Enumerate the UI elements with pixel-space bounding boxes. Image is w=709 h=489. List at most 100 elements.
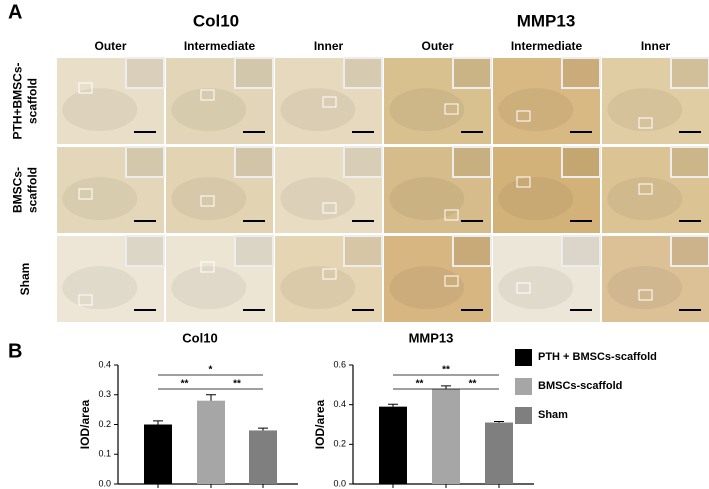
roi-box xyxy=(516,176,531,188)
row-label: PTH+BMSCs- xyxy=(11,62,25,139)
inset xyxy=(452,235,492,267)
bar xyxy=(144,424,172,484)
tissue-texture xyxy=(62,266,138,310)
tissue-texture xyxy=(171,266,247,310)
tissue-texture xyxy=(607,177,683,221)
error-bar xyxy=(206,394,216,401)
tissue-texture xyxy=(389,88,465,132)
roi-box xyxy=(78,188,93,200)
tissue-texture xyxy=(607,266,683,310)
legend-swatch xyxy=(515,407,532,424)
roi-box xyxy=(516,282,531,294)
inset xyxy=(343,235,383,267)
inset xyxy=(670,57,709,89)
tissue-texture xyxy=(280,88,356,132)
tissue-texture xyxy=(389,266,465,310)
tissue-texture xyxy=(62,177,138,221)
roi-box xyxy=(638,183,653,195)
tissue-texture xyxy=(62,88,138,132)
tissue-texture xyxy=(498,266,574,310)
inset xyxy=(561,146,601,178)
column-label: Outer xyxy=(421,39,453,53)
panel-label: A xyxy=(8,1,22,23)
tissue-texture xyxy=(498,88,574,132)
roi-box xyxy=(200,89,215,101)
significance-label: * xyxy=(209,365,213,376)
error-bar xyxy=(258,427,268,431)
bar xyxy=(249,430,277,484)
row-label: Sham xyxy=(18,263,32,296)
tissue-texture xyxy=(498,177,574,221)
row-label: scaffold xyxy=(26,167,40,213)
y-axis-label: IOD/area xyxy=(78,399,92,449)
roi-box xyxy=(200,195,215,207)
tissue-texture xyxy=(607,88,683,132)
chart-title: Col10 xyxy=(182,330,217,345)
y-tick-label: 0.4 xyxy=(333,399,346,409)
inset xyxy=(125,235,165,267)
y-tick-label: 0.1 xyxy=(98,449,111,459)
inset xyxy=(452,57,492,89)
column-label: Intermediate xyxy=(184,39,256,53)
y-tick-label: 0.2 xyxy=(333,439,346,449)
group-title: Col10 xyxy=(193,11,239,30)
group-title: MMP13 xyxy=(517,11,576,30)
significance-label: ** xyxy=(469,379,477,390)
panel-label: B xyxy=(8,340,22,362)
legend-label: PTH + BMSCs-scaffold xyxy=(538,351,657,363)
inset xyxy=(452,146,492,178)
legend-swatch xyxy=(515,349,532,366)
y-tick-label: 0.4 xyxy=(98,359,111,369)
row-label: scaffold xyxy=(26,78,40,124)
error-bar xyxy=(153,420,163,425)
bar xyxy=(432,388,460,484)
column-label: Intermediate xyxy=(511,39,583,53)
inset xyxy=(561,57,601,89)
roi-box xyxy=(322,268,337,280)
y-tick-label: 0.6 xyxy=(333,359,346,369)
error-bar xyxy=(388,403,398,407)
significance-label: ** xyxy=(181,379,189,390)
legend-swatch xyxy=(515,378,532,395)
y-tick-label: 0.3 xyxy=(98,389,111,399)
inset xyxy=(670,235,709,267)
inset xyxy=(670,146,709,178)
column-label: Outer xyxy=(94,39,126,53)
tissue-texture xyxy=(280,266,356,310)
column-label: Inner xyxy=(641,39,671,53)
roi-box xyxy=(322,202,337,214)
tissue-texture xyxy=(171,88,247,132)
inset xyxy=(125,146,165,178)
inset xyxy=(234,57,274,89)
inset xyxy=(234,146,274,178)
bar xyxy=(379,406,407,484)
legend-label: BMSCs-scaffold xyxy=(538,380,622,392)
roi-box xyxy=(322,96,337,108)
tissue-texture xyxy=(280,177,356,221)
inset xyxy=(343,146,383,178)
roi-box xyxy=(78,82,93,94)
roi-box xyxy=(638,117,653,129)
chart-title: MMP13 xyxy=(409,330,454,345)
tissue-texture xyxy=(171,177,247,221)
significance-label: ** xyxy=(442,365,450,376)
roi-box xyxy=(516,110,531,122)
y-tick-label: 0.2 xyxy=(98,419,111,429)
tissue-texture xyxy=(389,177,465,221)
roi-box xyxy=(78,294,93,306)
bar xyxy=(197,400,225,484)
roi-box xyxy=(444,103,459,115)
significance-label: ** xyxy=(233,379,241,390)
y-tick-label: 0.0 xyxy=(98,478,111,488)
error-bar xyxy=(441,385,451,389)
significance-label: ** xyxy=(416,379,424,390)
inset xyxy=(125,57,165,89)
error-bar xyxy=(494,421,504,423)
bar xyxy=(485,422,513,484)
legend-label: Sham xyxy=(538,409,568,421)
y-tick-label: 0.0 xyxy=(333,478,346,488)
roi-box xyxy=(638,289,653,301)
inset xyxy=(343,57,383,89)
inset xyxy=(561,235,601,267)
